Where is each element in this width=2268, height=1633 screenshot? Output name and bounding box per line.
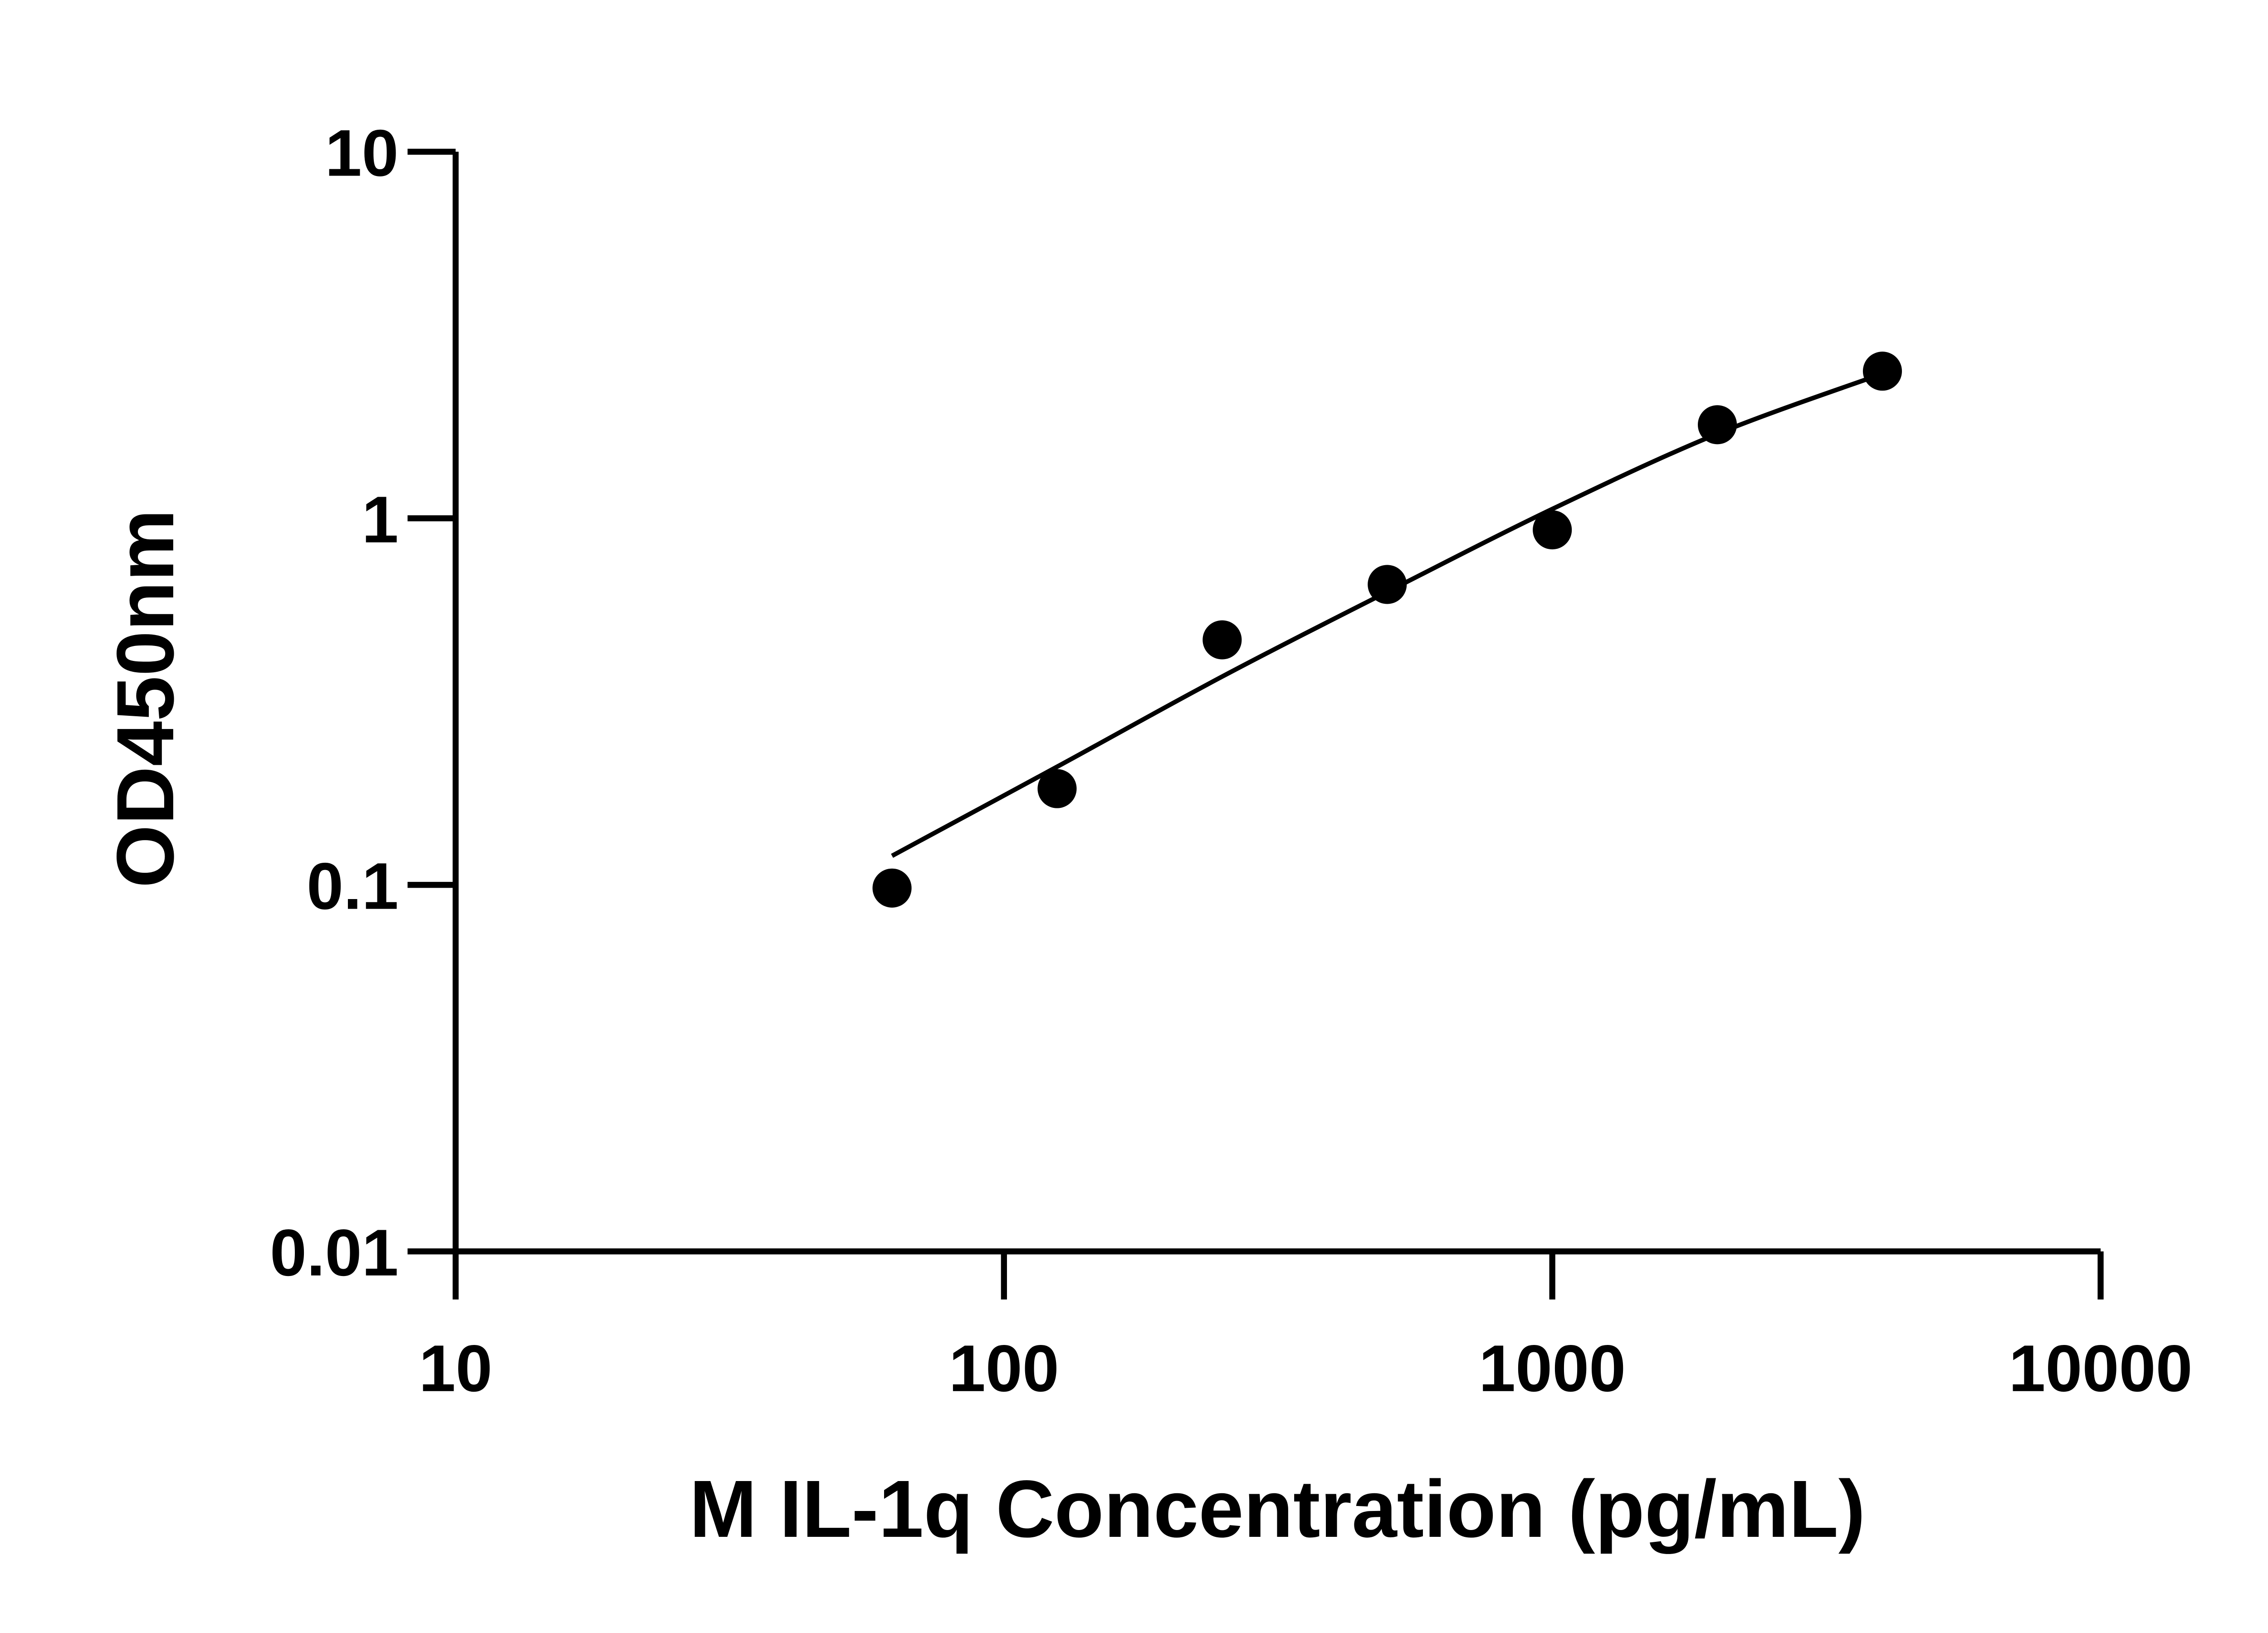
y-tick-label: 1	[362, 483, 399, 557]
data-point	[1533, 510, 1572, 550]
y-tick-label: 0.1	[307, 849, 399, 923]
y-tick-label: 0.01	[270, 1216, 399, 1290]
data-points	[872, 352, 1902, 908]
data-point	[1037, 769, 1077, 808]
y-axis-label: OD450nm	[100, 509, 191, 888]
data-point	[1697, 405, 1737, 445]
y-tick-label: 10	[325, 116, 399, 190]
data-point	[1202, 620, 1242, 660]
x-axis-label: M IL-1q Concentration (pg/mL)	[689, 1463, 1866, 1554]
x-tick-label: 1000	[1479, 1331, 1626, 1405]
axes	[407, 148, 2104, 1300]
tick-labels: 10 100 1000 10000 0.01 0.1 1 10	[270, 116, 2193, 1405]
data-point	[1368, 565, 1407, 604]
data-point	[872, 868, 912, 908]
data-point	[1862, 352, 1902, 391]
x-tick-label: 10	[419, 1331, 492, 1405]
x-tick-label: 100	[949, 1331, 1059, 1405]
x-tick-label: 10000	[2009, 1331, 2192, 1405]
